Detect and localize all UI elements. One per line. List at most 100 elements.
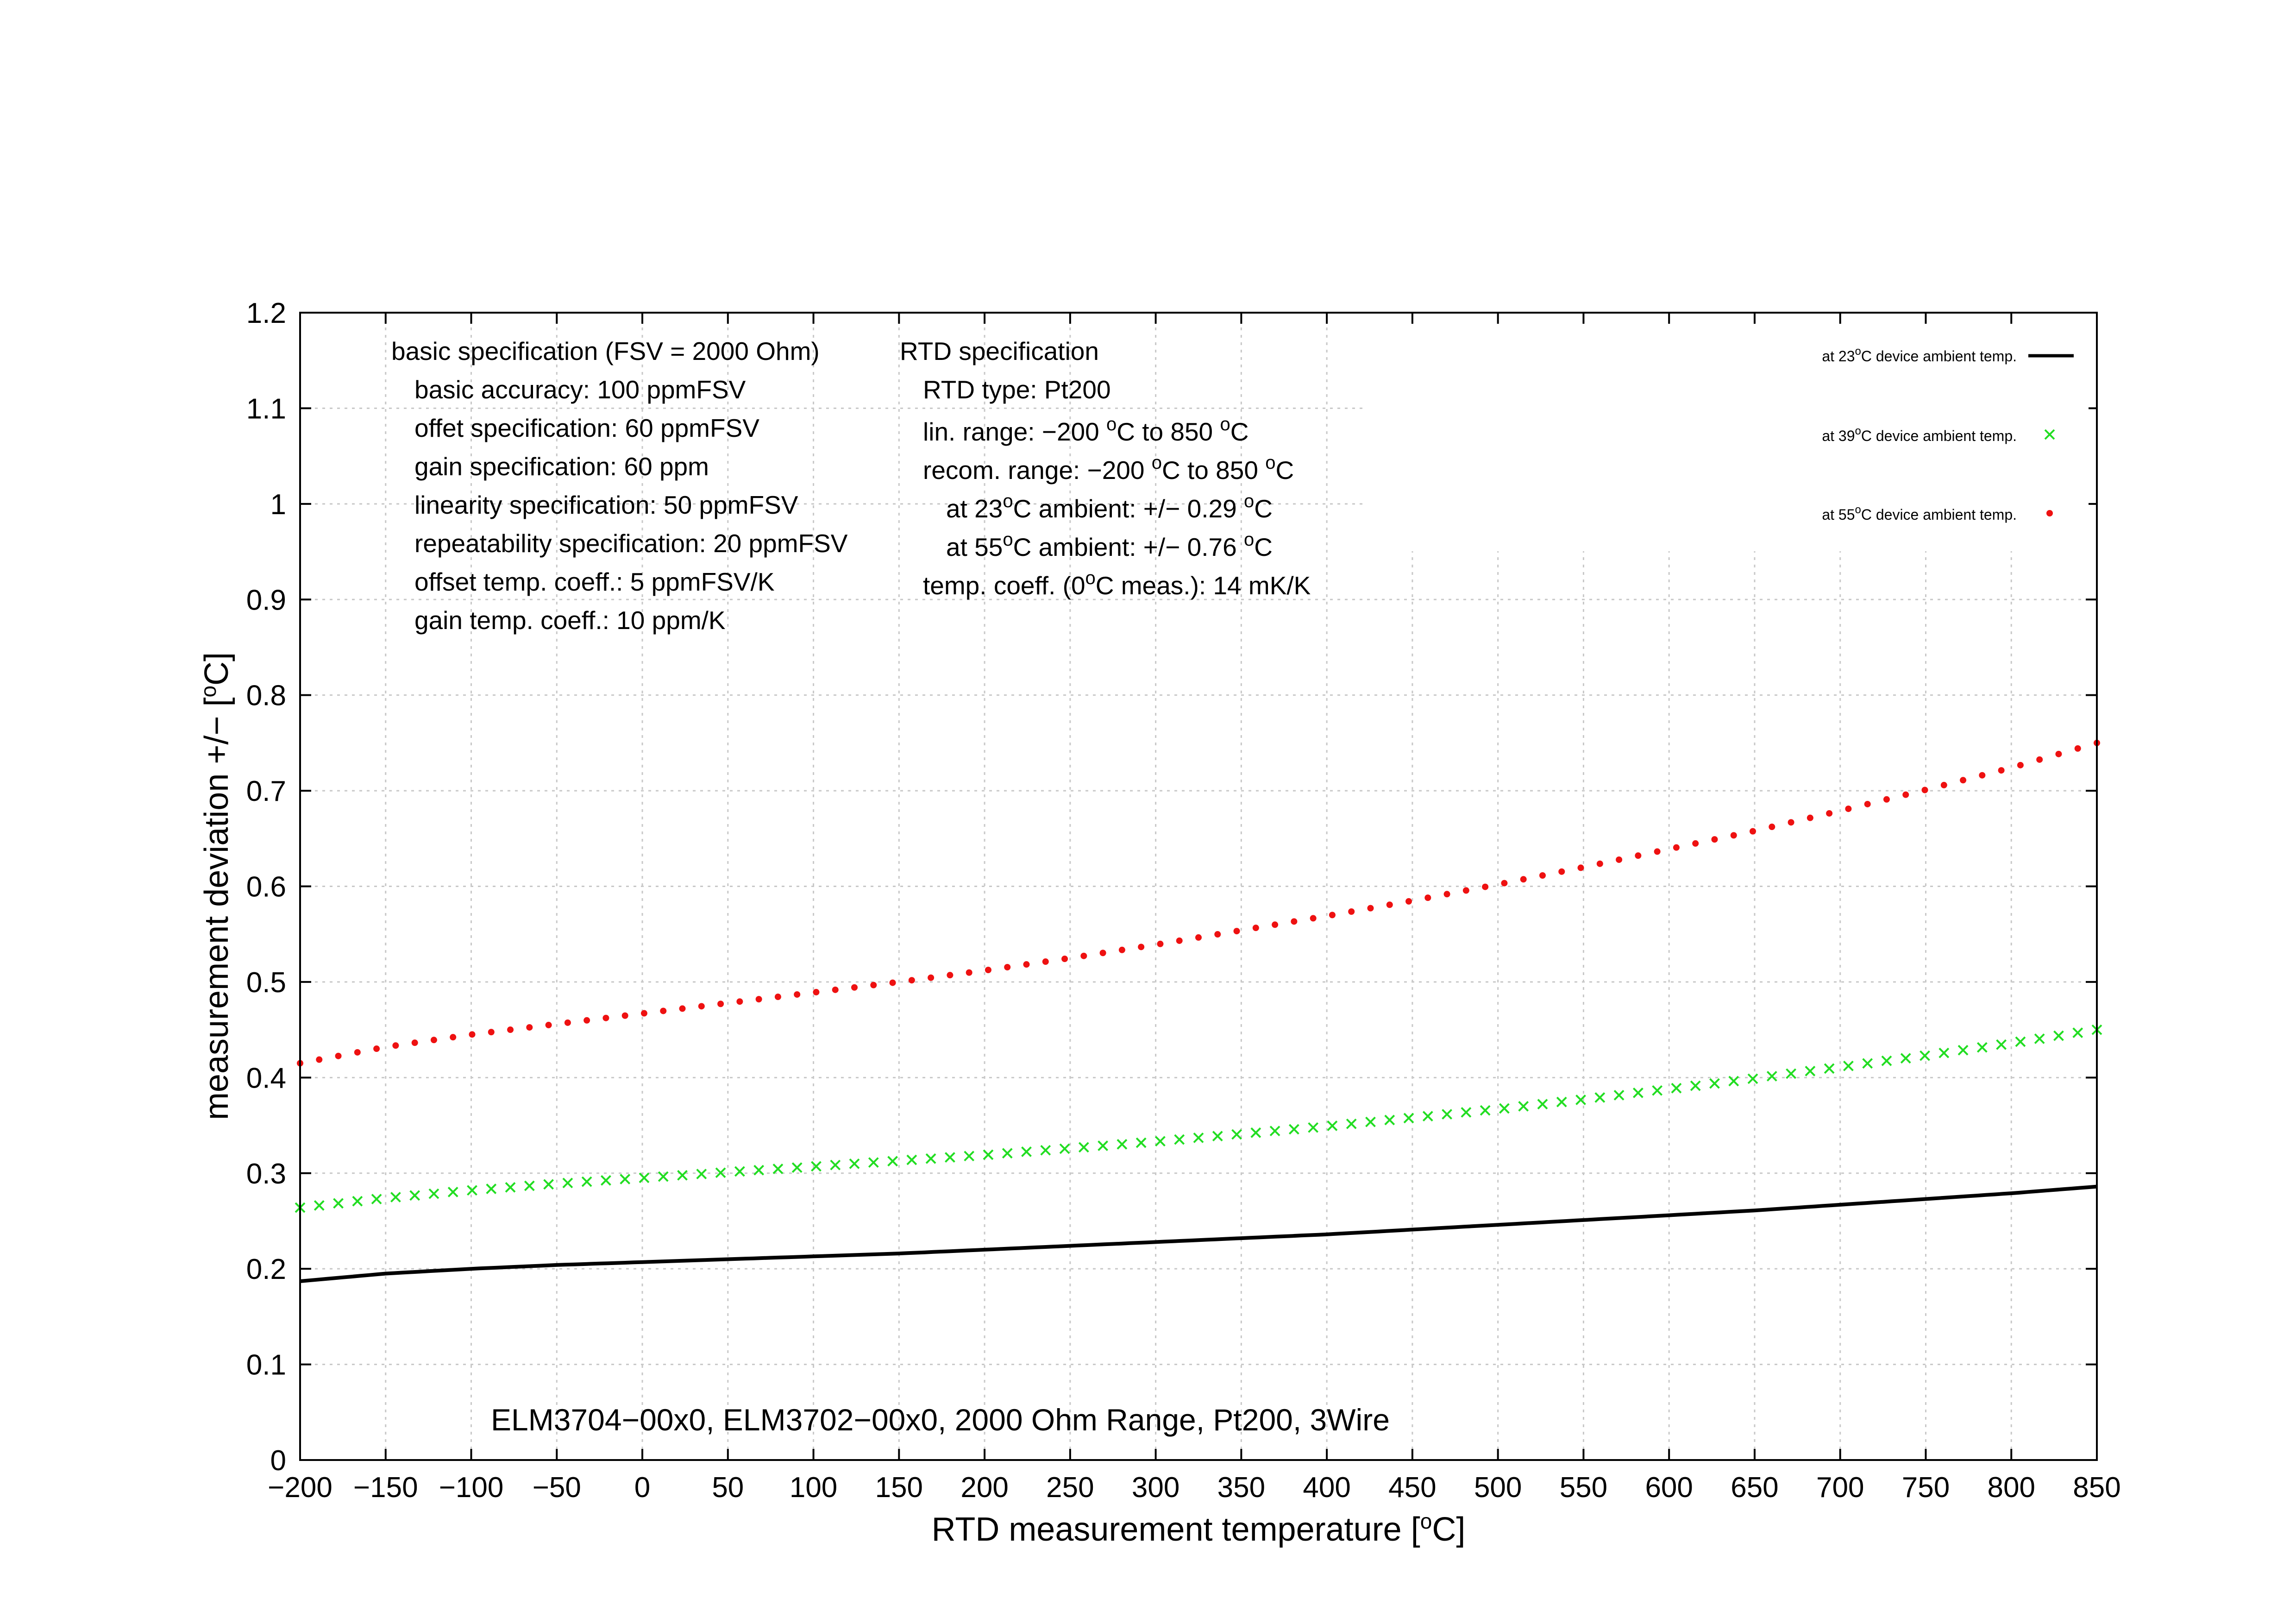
data-point-cross (1996, 1039, 2007, 1050)
data-point-dot (794, 991, 801, 998)
data-point-dot (2017, 762, 2024, 768)
data-point-cross (1862, 1058, 1873, 1069)
data-point-dot (430, 1037, 437, 1044)
x-tick-label: 300 (1132, 1472, 1179, 1504)
data-point-cross (811, 1161, 822, 1172)
y-tick-label: 0.8 (246, 680, 286, 712)
data-point-cross (696, 1169, 707, 1179)
data-point-dot (1902, 791, 1909, 798)
data-point-dot (1138, 944, 1145, 950)
legend-swatch-cross-39 (2044, 429, 2055, 440)
data-point-dot (1482, 883, 1489, 890)
data-point-cross (715, 1167, 726, 1178)
ambient-55-line: at 55oC ambient: +/− 0.76 oC (946, 529, 1273, 561)
basic-specification-block: basic specification (FSV = 2000 Ohm) bas… (391, 337, 848, 635)
chart-title: ELM3704−00x0, ELM3702−00x0, 2000 Ohm Ran… (491, 1403, 1390, 1437)
data-point-cross (1518, 1101, 1529, 1112)
data-point-dot (851, 984, 858, 991)
data-point-dot (1940, 781, 1947, 788)
data-point-cross (1078, 1142, 1089, 1153)
data-point-cross (753, 1164, 765, 1176)
data-point-dot (1788, 819, 1794, 826)
data-point-cross (562, 1177, 573, 1189)
x-axis-title: RTD measurement temperature [oC] (932, 1509, 1466, 1548)
data-point-dot (813, 988, 820, 995)
x-tick-label: 150 (875, 1472, 923, 1504)
data-point-dot (354, 1049, 361, 1056)
data-point-dot (526, 1024, 533, 1031)
data-point-cross (983, 1149, 994, 1160)
data-point-dot (1042, 958, 1049, 965)
data-point-cross (1613, 1089, 1625, 1101)
data-point-cross (734, 1166, 745, 1177)
data-point-cross (390, 1192, 401, 1202)
data-point-cross (1250, 1127, 1261, 1138)
x-tick-label: 600 (1645, 1472, 1693, 1504)
axis-ticks (299, 312, 2098, 1461)
data-point-dot (1348, 908, 1355, 915)
rtd-specification-block: RTD specification RTD type: Pt200 lin. r… (900, 337, 1311, 600)
data-point-dot (1195, 934, 1202, 941)
data-point-dot (1061, 956, 1068, 963)
data-point-dot (469, 1031, 476, 1038)
y-tick-label: 1 (270, 489, 286, 521)
series-cross (295, 1024, 2102, 1213)
data-point-dot (2055, 750, 2062, 757)
data-point-dot (1291, 918, 1298, 925)
data-point-dot (1501, 880, 1508, 887)
data-point-cross (772, 1164, 784, 1174)
data-point-dot (1157, 940, 1164, 947)
data-point-cross (1002, 1148, 1013, 1159)
data-point-dot (947, 972, 954, 979)
y-tick-label: 1.2 (246, 297, 286, 329)
data-point-dot (1845, 806, 1852, 812)
data-point-cross (2034, 1033, 2045, 1044)
x-tick-label: −50 (533, 1472, 581, 1504)
y-tick-label: 0.4 (246, 1062, 286, 1094)
legend-label-23: at 23oC device ambient temp. (1822, 345, 2017, 365)
data-point-cross (1040, 1145, 1051, 1156)
data-point-cross (849, 1158, 860, 1169)
data-point-cross (1938, 1047, 1950, 1058)
data-point-dot (908, 977, 915, 984)
data-point-dot (698, 1003, 705, 1010)
data-point-cross (1556, 1096, 1567, 1108)
data-point-dot (736, 998, 743, 1005)
data-point-cross (1575, 1095, 1586, 1105)
legend-swatch-dot-55 (2046, 510, 2053, 516)
data-point-dot (392, 1042, 399, 1049)
data-point-cross (944, 1152, 955, 1163)
data-point-cross (620, 1174, 631, 1184)
data-point-dot (1539, 872, 1546, 879)
data-point-cross (1327, 1120, 1338, 1131)
x-tick-label: −150 (353, 1472, 418, 1504)
data-point-dot (411, 1039, 418, 1046)
x-axis-tick-labels: −200 −150 −100 −50 0 50 100 150 200 250 300 350 400 4… (268, 1472, 2121, 1504)
rtd-spec-header: RTD specification (900, 337, 1099, 365)
y-tick-label: 1.1 (246, 393, 286, 425)
data-point-cross (1384, 1114, 1395, 1126)
x-tick-label: 550 (1560, 1472, 1607, 1504)
data-point-cross (1098, 1140, 1109, 1151)
data-point-dot (1214, 931, 1221, 938)
data-point-cross (868, 1157, 879, 1168)
data-point-cross (964, 1151, 975, 1162)
data-point-dot (450, 1034, 457, 1041)
data-point-cross (2053, 1030, 2064, 1041)
data-point-dot (2074, 745, 2081, 752)
data-point-cross (658, 1171, 669, 1182)
basic-spec-line: offet specification: 60 ppmFSV (414, 414, 759, 442)
data-point-dot (1424, 894, 1431, 901)
data-point-cross (543, 1179, 554, 1190)
y-tick-label: 0 (270, 1445, 286, 1477)
legend-label-55: at 55oC device ambient temp. (1822, 504, 2017, 523)
data-point-dot (1979, 772, 1986, 779)
rtd-type-line: RTD type: Pt200 (923, 375, 1111, 404)
recom-range-line: recom. range: −200 oC to 850 oC (923, 453, 1294, 485)
data-point-cross (333, 1198, 344, 1209)
data-point-dot (870, 982, 877, 988)
y-tick-label: 0.7 (246, 775, 286, 807)
basic-spec-line: gain specification: 60 ppm (414, 452, 709, 481)
data-point-dot (1462, 887, 1469, 894)
data-point-cross (314, 1200, 325, 1211)
